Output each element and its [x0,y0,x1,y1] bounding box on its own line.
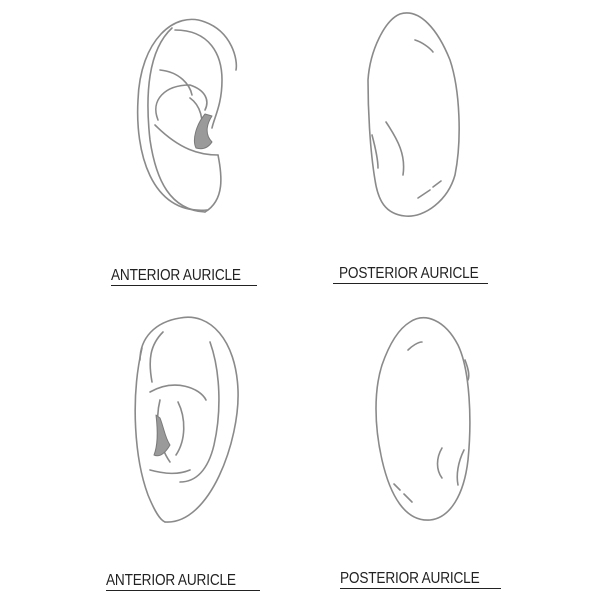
caption-top-right-underline [333,283,488,284]
caption-bottom-right: POSTERIOR AURICLE [340,570,480,587]
caption-top-left-underline [111,285,257,286]
caption-bottom-left: ANTERIOR AURICLE [106,572,236,589]
caption-bottom-right-underline [340,588,501,589]
caption-top-left: ANTERIOR AURICLE [111,267,241,284]
caption-bottom-left-underline [106,590,260,591]
caption-top-right: POSTERIOR AURICLE [339,265,479,282]
